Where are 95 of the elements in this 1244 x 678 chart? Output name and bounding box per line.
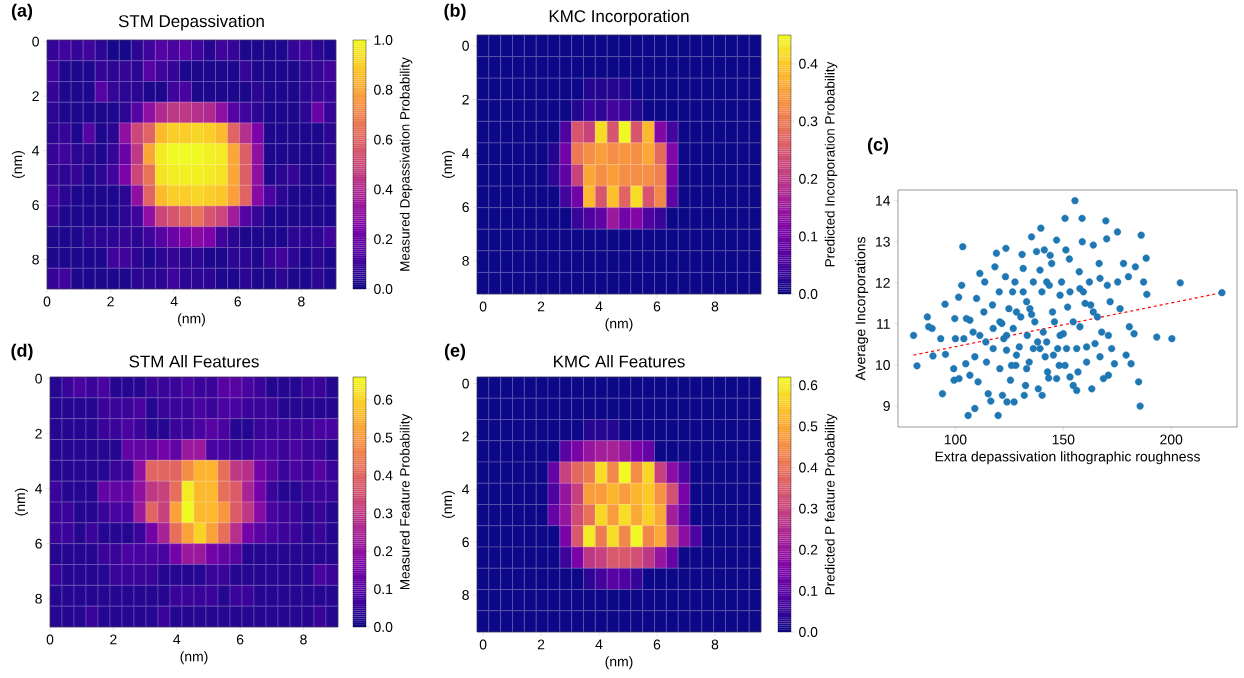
color-bar-label: 0.5 xyxy=(374,432,393,443)
x-tick-label: 6 xyxy=(236,634,244,645)
x-tick-label: 0 xyxy=(43,296,51,307)
y-tick-label: 4 xyxy=(32,145,40,156)
x-tick-label: 150 xyxy=(1052,434,1075,445)
text: (a) xyxy=(11,3,33,21)
x-tick-label: 0 xyxy=(479,301,487,312)
x-tick-label: 8 xyxy=(300,634,307,645)
color-bar-label: 0.0 xyxy=(799,289,818,299)
color-bar-title: Predicted P feature Probability xyxy=(824,413,838,595)
y-tick-label: 6 xyxy=(462,202,469,213)
text: (d) xyxy=(11,343,33,361)
text: (c) xyxy=(867,137,889,155)
y-tick-label: 8 xyxy=(35,593,42,604)
color-bar-label: 0.1 xyxy=(799,231,818,242)
y-tick-label: 4 xyxy=(35,483,43,494)
x-tick-label: 4 xyxy=(595,301,603,312)
color-bar-label: 0.1 xyxy=(799,585,818,596)
color-bar-label: 0.0 xyxy=(799,627,818,637)
y-tick-label: 0 xyxy=(32,36,39,47)
x-tick-label: 6 xyxy=(234,296,242,307)
color-bar-title: Predicted Incorporation Probability xyxy=(824,61,838,267)
x-tick-label: 0 xyxy=(479,639,487,650)
y-tick-label: 0 xyxy=(462,40,469,51)
y-tick-label: 4 xyxy=(462,484,470,495)
x-tick-label: 6 xyxy=(653,639,661,650)
y-tick-label: 14 xyxy=(876,195,891,206)
color-bar-label: 0.1 xyxy=(374,584,393,595)
y-tick-label: 2 xyxy=(32,91,39,101)
color-bar-label: 0.4 xyxy=(374,470,393,481)
y-tick-label: 4 xyxy=(462,148,470,159)
y-tick-label: 8 xyxy=(462,255,469,266)
color-bar-label: 0.2 xyxy=(374,546,393,557)
x-tick-label: 4 xyxy=(173,634,181,645)
x-axis-title: (nm) xyxy=(605,318,633,332)
text: (e) xyxy=(444,343,466,361)
x-tick-label: 2 xyxy=(537,639,545,650)
y-tick-label: 12 xyxy=(876,277,890,288)
x-tick-label: 8 xyxy=(711,301,719,312)
color-bar-label: 0.6 xyxy=(374,394,393,405)
x-tick-label: 2 xyxy=(107,296,114,307)
x-tick-label: 4 xyxy=(170,296,178,307)
chart-title: STM All Features xyxy=(129,355,259,368)
x-axis-title: Extra depassivation lithographic roughness xyxy=(935,451,1200,465)
x-tick-label: 0 xyxy=(46,634,54,645)
chart-title: KMC Incorporation xyxy=(549,9,689,26)
color-bar-label: 0.0 xyxy=(374,284,393,294)
x-tick-label: 4 xyxy=(595,639,603,650)
x-tick-label: 2 xyxy=(537,301,545,312)
y-tick-label: 8 xyxy=(462,590,469,600)
y-axis-title: (nm) xyxy=(14,488,28,516)
y-axis-title: (nm) xyxy=(441,491,455,518)
x-tick-label: 100 xyxy=(944,434,967,445)
y-tick-label: 13 xyxy=(876,236,890,247)
color-bar-label: 0.4 xyxy=(799,462,818,473)
color-bar-label: 0.5 xyxy=(799,421,818,432)
x-axis-title: (nm) xyxy=(178,313,205,327)
color-bar-label: 1.0 xyxy=(374,35,393,45)
color-bar-label: 0.6 xyxy=(374,134,393,145)
y-tick-label: 0 xyxy=(462,378,469,389)
y-axis-title: (nm) xyxy=(441,151,455,178)
x-axis-title: (nm) xyxy=(605,656,633,670)
color-bar-label: 0.2 xyxy=(799,544,818,555)
color-bar-label: 0.2 xyxy=(799,173,818,184)
x-tick-label: 6 xyxy=(653,301,661,312)
x-tick-label: 8 xyxy=(298,296,305,307)
y-tick-label: 6 xyxy=(462,537,469,548)
color-bar-label: 0.3 xyxy=(799,503,818,514)
x-tick-label: 2 xyxy=(110,634,117,645)
x-axis-title: (nm) xyxy=(180,651,208,665)
y-axis-title: Average Incorporations xyxy=(855,237,869,381)
x-tick-label: 8 xyxy=(711,639,719,650)
color-bar-label: 0.4 xyxy=(799,58,818,69)
color-bar-label: 0.2 xyxy=(374,234,393,245)
x-tick-label: 200 xyxy=(1160,434,1183,445)
y-tick-label: 6 xyxy=(35,538,42,549)
color-bar-title: Measured Depassivation Probability xyxy=(399,57,413,271)
y-tick-label: 2 xyxy=(462,94,469,105)
y-axis-title: (nm) xyxy=(11,151,25,178)
text: (b) xyxy=(444,3,466,21)
color-bar-label: 0.3 xyxy=(799,116,818,127)
chart-title: KMC All Features xyxy=(554,355,685,368)
color-bar-label: 0.8 xyxy=(374,84,393,95)
color-bar-label: 0.0 xyxy=(374,622,393,632)
y-tick-label: 10 xyxy=(876,360,890,370)
y-tick-label: 11 xyxy=(877,319,890,329)
y-tick-label: 9 xyxy=(883,401,890,411)
y-tick-label: 0 xyxy=(35,373,42,384)
color-bar-title: Measured Feature Probability xyxy=(399,413,413,590)
color-bar-label: 0.6 xyxy=(799,380,818,391)
chart-title: STM Depassivation xyxy=(118,14,264,31)
y-tick-label: 8 xyxy=(32,254,39,265)
color-bar-label: 0.3 xyxy=(374,508,393,519)
y-tick-label: 6 xyxy=(32,200,39,211)
color-bar-label: 0.4 xyxy=(374,184,393,195)
